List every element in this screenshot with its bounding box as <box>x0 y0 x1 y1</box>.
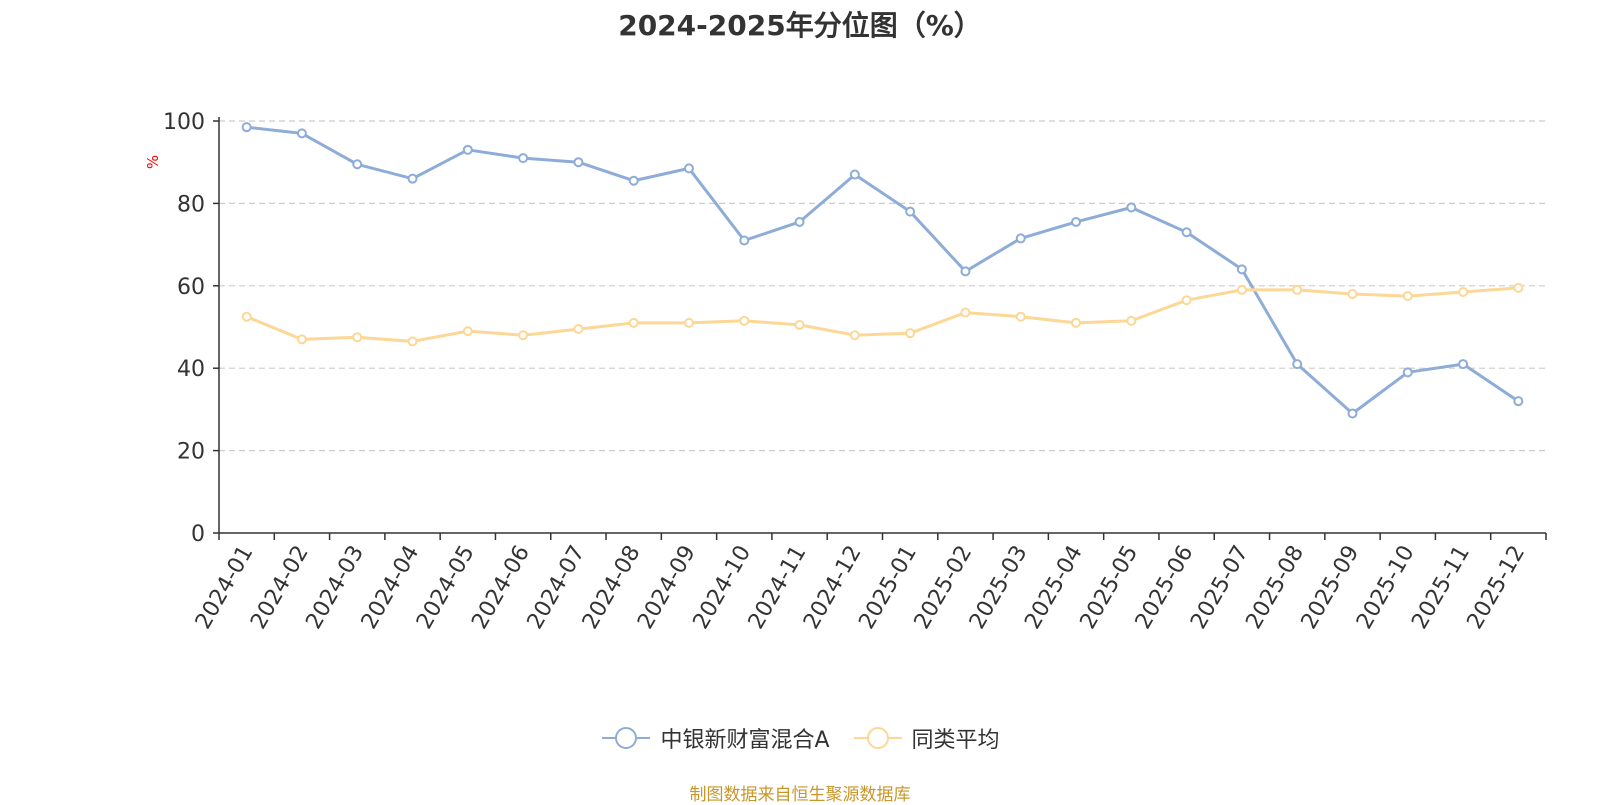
data-point <box>960 266 971 277</box>
data-point <box>849 330 860 341</box>
y-tick-label: 0 <box>191 522 205 547</box>
y-tick-label: 60 <box>177 275 205 300</box>
source-note: 制图数据来自恒生聚源数据库 <box>689 785 911 805</box>
data-point <box>960 307 971 318</box>
data-point <box>1513 282 1524 293</box>
data-point <box>1458 286 1469 297</box>
data-point <box>1236 284 1247 295</box>
series-line-2 <box>246 286 1519 343</box>
y-tick-label: 100 <box>163 110 205 135</box>
data-point <box>1292 284 1303 295</box>
data-point <box>1071 216 1082 227</box>
data-point <box>628 317 639 328</box>
data-point <box>352 159 363 170</box>
series-points <box>241 122 1524 419</box>
data-point <box>1347 408 1358 419</box>
data-point <box>462 144 473 155</box>
data-point <box>296 128 307 139</box>
legend-item-2[interactable]: 同类平均 <box>852 722 1000 754</box>
data-point <box>1126 202 1137 213</box>
data-point <box>1015 311 1026 322</box>
data-point <box>518 330 529 341</box>
data-point <box>739 235 750 246</box>
data-point <box>241 122 252 133</box>
y-tick-label: 40 <box>177 357 205 382</box>
data-point <box>518 153 529 164</box>
legend-symbol <box>602 727 651 749</box>
data-point <box>1181 227 1192 238</box>
data-point <box>573 157 584 168</box>
grid-lines <box>219 120 1546 452</box>
chart-title: 2024-2025年分位图（%） <box>618 9 982 42</box>
line-chart: 0204060801002024-012024-022024-032024-04… <box>144 110 1547 633</box>
legend-item-1[interactable]: 中银新财富混合A <box>600 722 830 754</box>
data-point <box>1181 295 1192 306</box>
chart-legend: 中银新财富混合A 同类平均 <box>0 722 1600 754</box>
data-point <box>628 175 639 186</box>
data-point <box>794 216 805 227</box>
data-point <box>1126 315 1137 326</box>
data-point <box>1071 317 1082 328</box>
y-tick-label: 20 <box>177 440 205 465</box>
legend-label: 中银新财富混合A <box>660 728 830 753</box>
data-point <box>1513 396 1524 407</box>
data-point <box>794 319 805 330</box>
data-point <box>905 328 916 339</box>
y-tick-label: 80 <box>177 192 205 217</box>
data-point <box>1292 359 1303 370</box>
data-point <box>1402 291 1413 302</box>
data-point <box>1347 289 1358 300</box>
data-point <box>683 317 694 328</box>
data-point <box>1458 359 1469 370</box>
data-point <box>407 173 418 184</box>
legend-label: 同类平均 <box>911 728 1000 753</box>
data-point <box>462 326 473 337</box>
data-point <box>407 336 418 347</box>
y-axis-label: % <box>144 155 162 169</box>
data-point <box>1015 233 1026 244</box>
data-point <box>905 206 916 217</box>
series-line-1 <box>246 125 1520 415</box>
legend-symbol <box>853 727 902 749</box>
data-point <box>573 324 584 335</box>
data-point <box>849 169 860 180</box>
data-point <box>241 311 252 322</box>
data-point <box>683 163 694 174</box>
series-lines <box>246 125 1520 415</box>
axes: 0204060801002024-012024-022024-032024-04… <box>163 110 1547 633</box>
data-point <box>739 315 750 326</box>
data-point <box>352 332 363 343</box>
data-point <box>1402 367 1413 378</box>
data-point <box>1236 264 1247 275</box>
data-point <box>296 334 307 345</box>
